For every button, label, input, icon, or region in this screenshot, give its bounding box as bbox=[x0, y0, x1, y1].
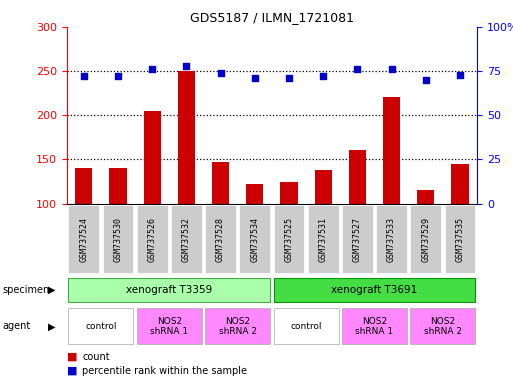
Text: count: count bbox=[82, 352, 110, 362]
Bar bbox=[212, 162, 229, 204]
Point bbox=[148, 66, 156, 72]
FancyBboxPatch shape bbox=[68, 308, 133, 344]
Text: GSM737524: GSM737524 bbox=[80, 217, 88, 262]
Text: ▶: ▶ bbox=[48, 321, 55, 331]
Text: NOS2
shRNA 2: NOS2 shRNA 2 bbox=[219, 317, 256, 336]
FancyBboxPatch shape bbox=[342, 205, 373, 273]
FancyBboxPatch shape bbox=[68, 278, 270, 302]
Text: GSM737528: GSM737528 bbox=[216, 217, 225, 262]
Text: GSM737535: GSM737535 bbox=[456, 217, 464, 262]
Point bbox=[80, 73, 88, 79]
Bar bbox=[144, 111, 161, 204]
Text: NOS2
shRNA 2: NOS2 shRNA 2 bbox=[424, 317, 462, 336]
Text: ■: ■ bbox=[67, 352, 77, 362]
Text: GSM737526: GSM737526 bbox=[148, 217, 156, 262]
Text: xenograft T3359: xenograft T3359 bbox=[126, 285, 212, 295]
FancyBboxPatch shape bbox=[273, 308, 339, 344]
Point bbox=[387, 66, 396, 72]
Text: GSM737527: GSM737527 bbox=[353, 217, 362, 262]
FancyBboxPatch shape bbox=[171, 205, 202, 273]
Text: NOS2
shRNA 1: NOS2 shRNA 1 bbox=[150, 317, 188, 336]
Point bbox=[353, 66, 362, 72]
FancyBboxPatch shape bbox=[205, 308, 270, 344]
Title: GDS5187 / ILMN_1721081: GDS5187 / ILMN_1721081 bbox=[190, 11, 354, 24]
FancyBboxPatch shape bbox=[68, 205, 99, 273]
FancyBboxPatch shape bbox=[205, 205, 236, 273]
Text: GSM737534: GSM737534 bbox=[250, 217, 259, 262]
FancyBboxPatch shape bbox=[103, 205, 133, 273]
FancyBboxPatch shape bbox=[376, 205, 407, 273]
Text: GSM737525: GSM737525 bbox=[285, 217, 293, 262]
Point bbox=[285, 75, 293, 81]
FancyBboxPatch shape bbox=[342, 308, 407, 344]
Point bbox=[114, 73, 122, 79]
Text: GSM737532: GSM737532 bbox=[182, 217, 191, 262]
FancyBboxPatch shape bbox=[137, 205, 168, 273]
Bar bbox=[349, 150, 366, 204]
Text: GSM737530: GSM737530 bbox=[113, 217, 123, 262]
FancyBboxPatch shape bbox=[410, 308, 476, 344]
Point bbox=[319, 73, 327, 79]
Bar bbox=[314, 170, 332, 204]
FancyBboxPatch shape bbox=[410, 205, 441, 273]
Text: xenograft T3691: xenograft T3691 bbox=[331, 285, 418, 295]
Text: specimen: specimen bbox=[3, 285, 50, 295]
Bar bbox=[246, 184, 263, 204]
Point bbox=[216, 70, 225, 76]
Text: GSM737531: GSM737531 bbox=[319, 217, 328, 262]
Point bbox=[422, 77, 430, 83]
Text: ■: ■ bbox=[67, 366, 77, 376]
FancyBboxPatch shape bbox=[137, 308, 202, 344]
Bar bbox=[178, 71, 195, 204]
FancyBboxPatch shape bbox=[273, 205, 304, 273]
Bar bbox=[383, 97, 400, 204]
Text: percentile rank within the sample: percentile rank within the sample bbox=[82, 366, 247, 376]
Text: agent: agent bbox=[3, 321, 31, 331]
FancyBboxPatch shape bbox=[240, 205, 270, 273]
Text: GSM737529: GSM737529 bbox=[421, 217, 430, 262]
Text: control: control bbox=[85, 322, 116, 331]
FancyBboxPatch shape bbox=[273, 278, 476, 302]
Text: GSM737533: GSM737533 bbox=[387, 217, 396, 262]
Point bbox=[182, 63, 190, 69]
Text: ▶: ▶ bbox=[48, 285, 55, 295]
Bar bbox=[75, 168, 92, 204]
Point bbox=[456, 71, 464, 78]
FancyBboxPatch shape bbox=[445, 205, 476, 273]
Point bbox=[251, 75, 259, 81]
Bar bbox=[281, 182, 298, 204]
FancyBboxPatch shape bbox=[308, 205, 339, 273]
Bar bbox=[109, 168, 127, 204]
Text: control: control bbox=[290, 322, 322, 331]
Bar bbox=[417, 190, 435, 204]
Text: NOS2
shRNA 1: NOS2 shRNA 1 bbox=[356, 317, 393, 336]
Bar bbox=[451, 164, 468, 204]
